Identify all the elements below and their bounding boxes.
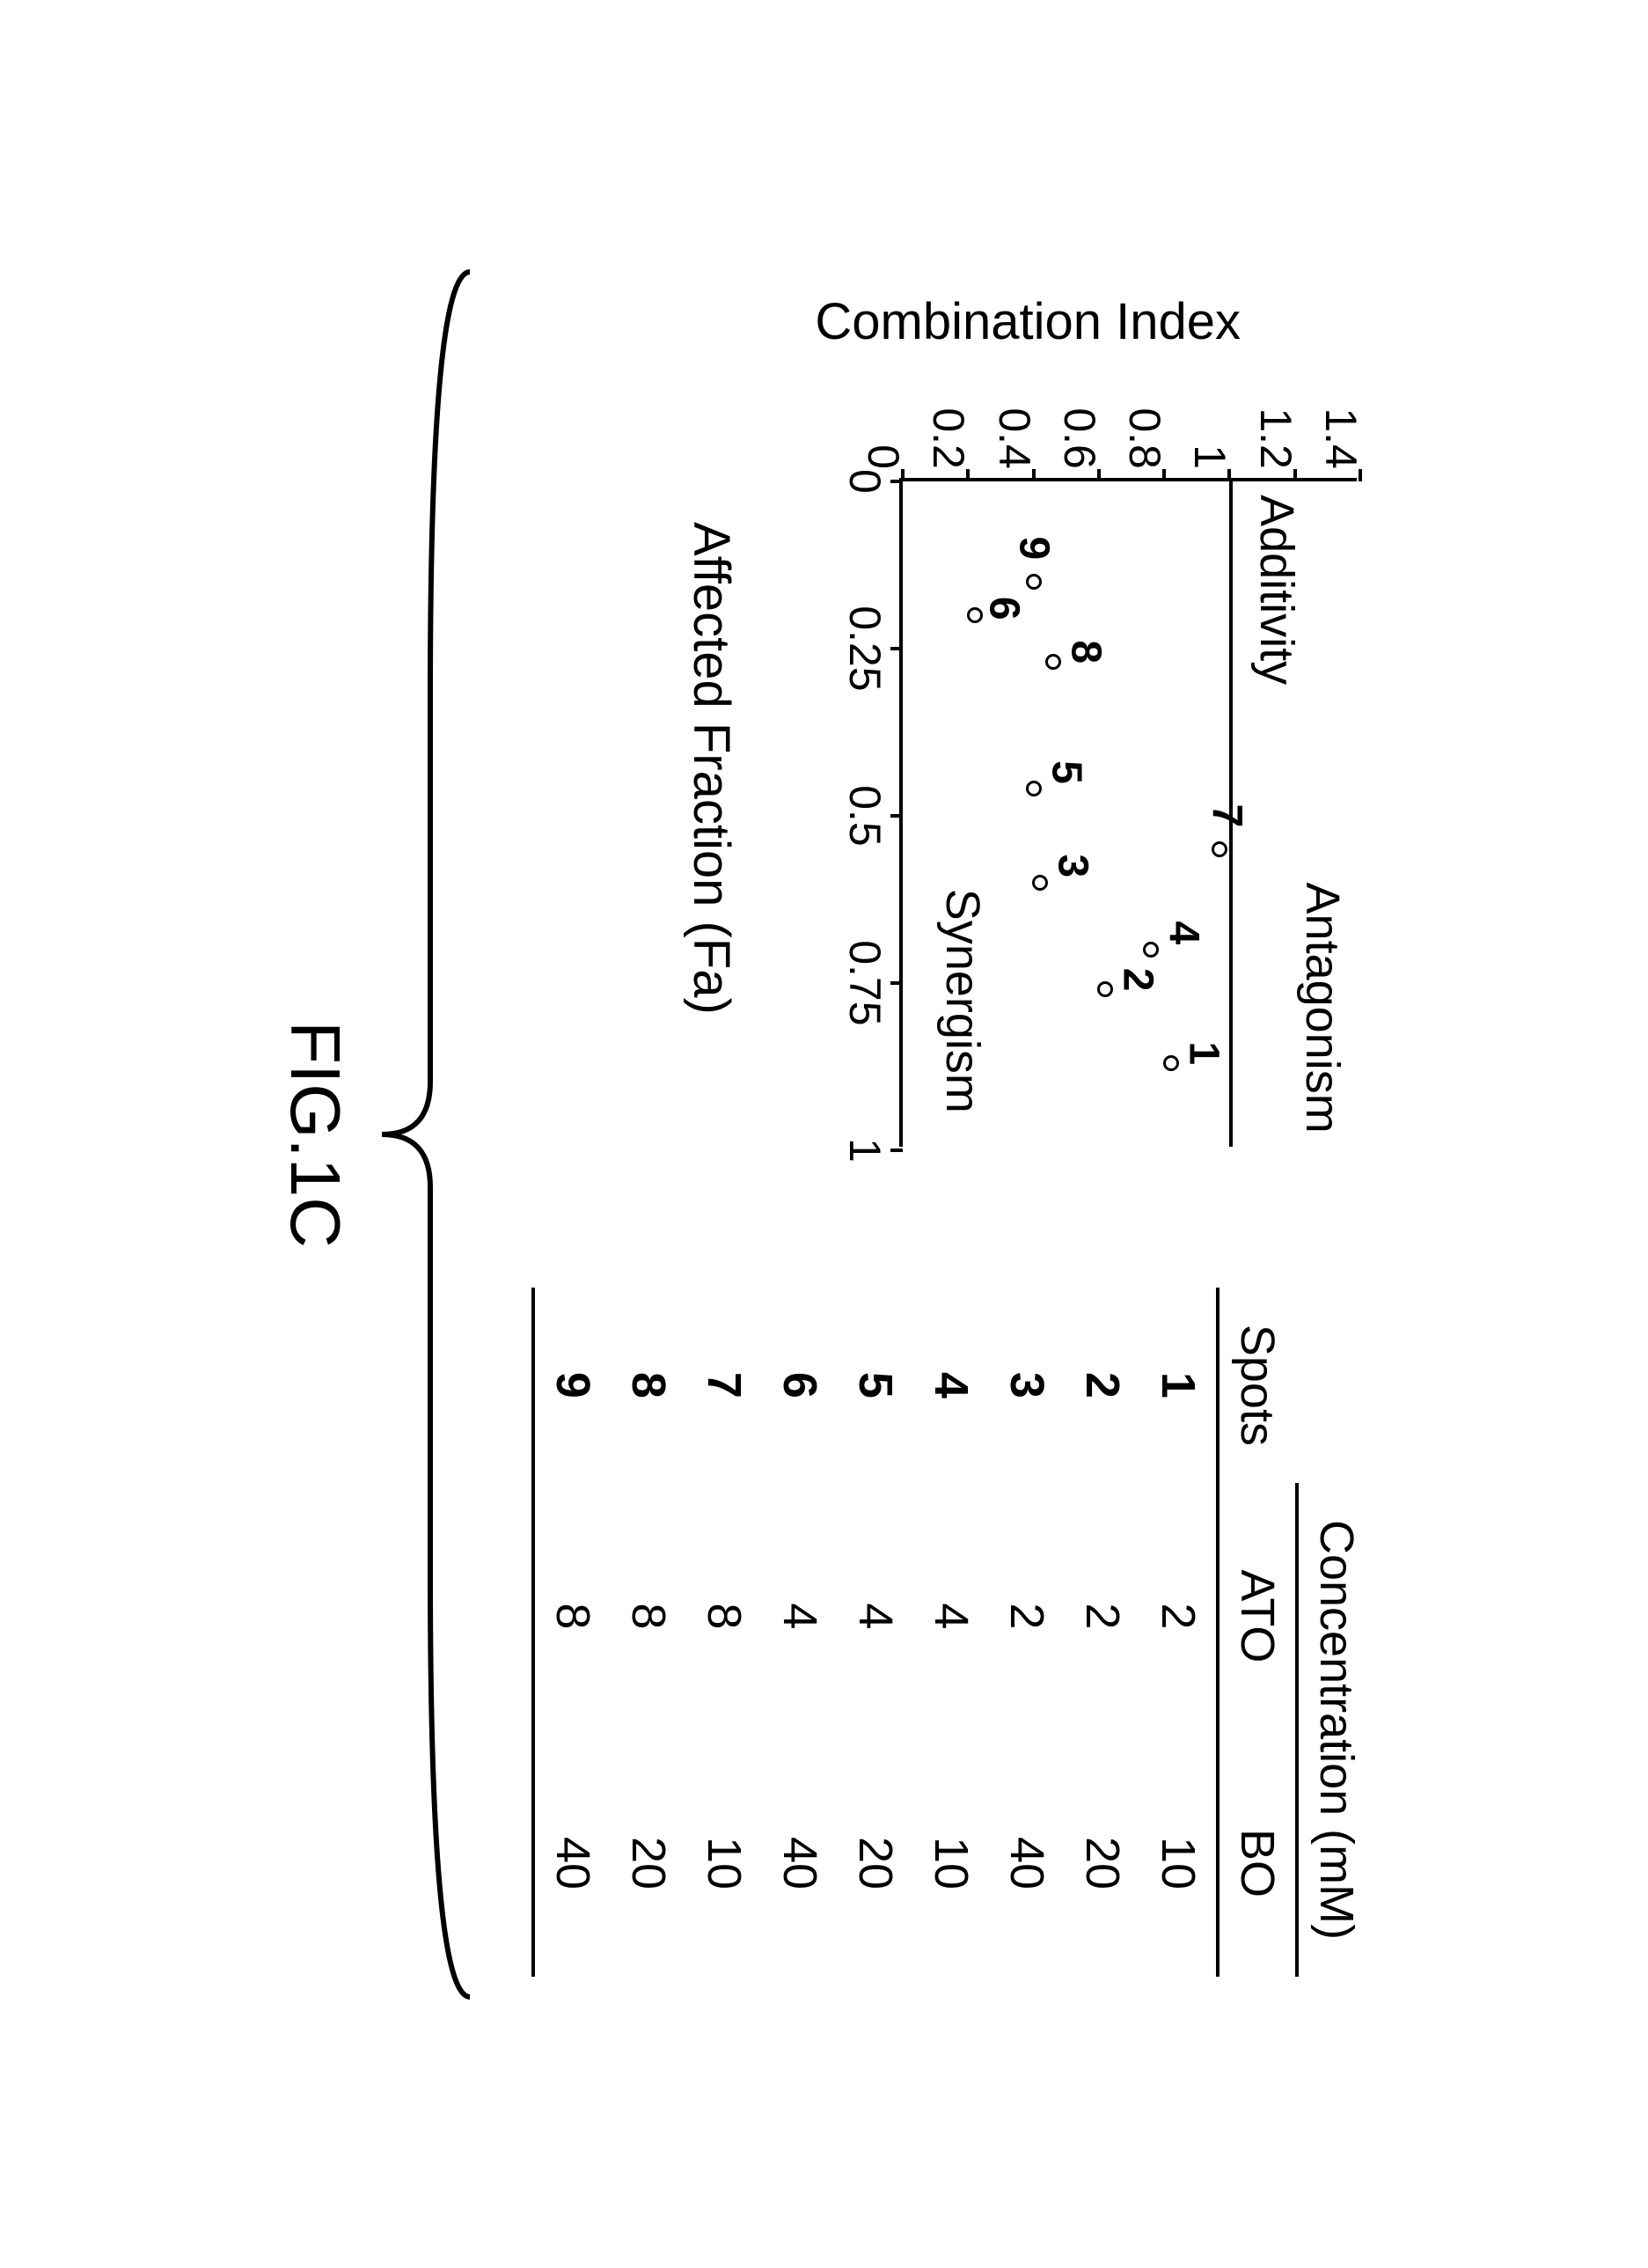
chart-point-label: 5 [1042, 760, 1090, 784]
ytick-label: 0.4 [988, 407, 1039, 469]
chart-point [1025, 781, 1041, 796]
cell-bo: 20 [1065, 1749, 1140, 1976]
cell-bo: 40 [762, 1749, 838, 1976]
region-label: Additivity [1249, 495, 1303, 685]
cell-bo: 10 [1140, 1749, 1218, 1976]
cell-spot: 8 [611, 1287, 686, 1482]
table-col-bo: BO [1218, 1749, 1297, 1976]
xtick-mark [890, 813, 903, 817]
ytick-label: 1.2 [1249, 407, 1300, 469]
chart-area: AdditivityAntagonismSynergism12345678900… [811, 371, 1374, 1163]
ytick-label: 0.8 [1119, 407, 1170, 469]
table-row: 3240 [989, 1287, 1065, 1976]
cell-spot: 3 [989, 1287, 1065, 1482]
cell-bo: 20 [838, 1749, 913, 1976]
ytick-label: 1.4 [1315, 407, 1366, 469]
chart-point-label: 9 [1009, 536, 1058, 560]
chart-plot-region: AdditivityAntagonismSynergism12345678900… [899, 477, 1357, 1146]
ytick-mark [966, 468, 970, 481]
table-row: 5420 [838, 1287, 913, 1976]
concentration-table: Spots Concentration (mM) ATO BO 12102220… [531, 1287, 1374, 1976]
xtick-mark [890, 479, 903, 482]
cell-ato: 4 [838, 1482, 913, 1749]
chart-point-label: 3 [1048, 854, 1096, 877]
ytick-mark [1031, 468, 1035, 481]
chart-column: AdditivityAntagonismSynergism12345678900… [682, 371, 1374, 1163]
cell-spot: 9 [533, 1287, 611, 1482]
chart-point-label: 6 [979, 596, 1028, 620]
table-header-group: Concentration (mM) [1297, 1482, 1374, 1976]
chart-point [1097, 981, 1113, 997]
chart-point-label: 2 [1113, 967, 1161, 991]
cell-ato: 2 [1065, 1482, 1140, 1749]
region-label: Synergism [935, 888, 990, 1112]
chart-point [1032, 874, 1048, 890]
xtick-mark [890, 980, 903, 984]
cell-spot: 7 [686, 1287, 762, 1482]
table-row: 7810 [686, 1287, 762, 1976]
cell-ato: 2 [1140, 1482, 1218, 1749]
cell-bo: 40 [533, 1749, 611, 1976]
xtick-label: 0.75 [839, 940, 890, 1025]
ytick-label: 0 [858, 444, 909, 469]
chart-point [1212, 840, 1227, 856]
xtick-label: 1 [839, 1137, 890, 1162]
chart-ylabel: Combination Index [815, 291, 1241, 350]
xtick-label: 0.5 [839, 785, 890, 847]
cell-ato: 4 [762, 1482, 838, 1749]
ytick-mark [1162, 468, 1166, 481]
panels-row: Combination Index Additivity Antagonism Sy… [531, 166, 1374, 2103]
ytick-label: 0.2 [923, 407, 974, 469]
cell-bo: 10 [686, 1749, 762, 1976]
cell-spot: 2 [1065, 1287, 1140, 1482]
chart-point [1044, 654, 1060, 670]
chart-point-label: 8 [1061, 640, 1110, 664]
ytick-label: 0.6 [1053, 407, 1104, 469]
chart-point [1143, 941, 1159, 957]
figure-container: Combination Index Additivity Antagonism Sy… [275, 166, 1374, 2103]
ytick-mark [1293, 468, 1296, 481]
cell-ato: 8 [611, 1482, 686, 1749]
cell-bo: 20 [611, 1749, 686, 1976]
cell-ato: 2 [989, 1482, 1065, 1749]
cell-ato: 4 [913, 1482, 989, 1749]
cell-ato: 8 [686, 1482, 762, 1749]
table-col-ato: ATO [1218, 1482, 1297, 1749]
chart-point-label: 7 [1202, 804, 1250, 827]
ytick-mark [1227, 468, 1231, 481]
region-label: Antagonism [1294, 882, 1349, 1133]
ytick-mark [1096, 468, 1100, 481]
cell-spot: 1 [1140, 1287, 1218, 1482]
xtick-mark [890, 646, 903, 650]
table-row: 4410 [913, 1287, 989, 1976]
cell-spot: 6 [762, 1287, 838, 1482]
xtick-mark [890, 1148, 903, 1151]
cell-ato: 8 [533, 1482, 611, 1749]
table-row: 1210 [1140, 1287, 1218, 1976]
table-row: 9840 [533, 1287, 611, 1976]
cell-spot: 4 [913, 1287, 989, 1482]
chart-point-label: 4 [1159, 921, 1207, 944]
figure-label: FIG.1C [275, 1021, 355, 1248]
figure-caption: FIG.1C [275, 166, 479, 2103]
table-row: 2220 [1065, 1287, 1140, 1976]
ytick-mark [1359, 468, 1362, 481]
cell-spot: 5 [838, 1287, 913, 1482]
cell-bo: 10 [913, 1749, 989, 1976]
xtick-label: 0.25 [839, 606, 890, 691]
ytick-label: 1 [1184, 444, 1235, 469]
chart-panel: Combination Index Additivity Antagonism Sy… [682, 291, 1374, 1163]
cell-bo: 40 [989, 1749, 1065, 1976]
chart-xlabel: Affected Fraction (Fa) [682, 521, 741, 1014]
brace-icon [373, 254, 479, 2015]
chart-point [1162, 1055, 1178, 1071]
chart-point-label: 1 [1179, 1041, 1227, 1065]
xtick-label: 0 [839, 468, 890, 493]
chart-point [1025, 573, 1041, 589]
table-row: 8820 [611, 1287, 686, 1976]
table-row: 6440 [762, 1287, 838, 1976]
table-col-spots: Spots [1218, 1287, 1374, 1482]
